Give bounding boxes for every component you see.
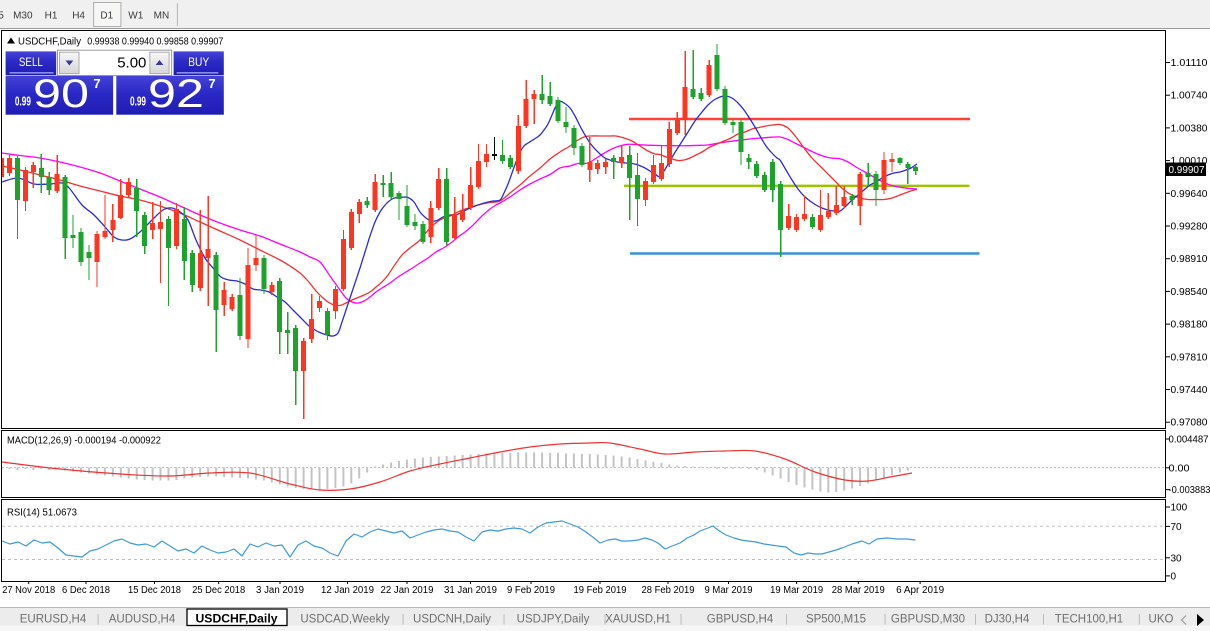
svg-text:0.99640: 0.99640 bbox=[1171, 189, 1208, 200]
svg-text:92: 92 bbox=[148, 72, 204, 116]
svg-text:0.97810: 0.97810 bbox=[1171, 352, 1208, 363]
svg-text:0.004487: 0.004487 bbox=[1169, 435, 1209, 446]
svg-text:BUY: BUY bbox=[188, 57, 209, 69]
svg-text:1.00010: 1.00010 bbox=[1171, 156, 1208, 167]
svg-text:MN: MN bbox=[154, 11, 170, 22]
svg-text:28 Mar 2019: 28 Mar 2019 bbox=[832, 585, 885, 596]
svg-text:90: 90 bbox=[33, 72, 89, 116]
svg-text:USDCNH,Daily: USDCNH,Daily bbox=[413, 613, 491, 625]
svg-text:3 Jan 2019: 3 Jan 2019 bbox=[256, 585, 304, 596]
svg-text:0.98540: 0.98540 bbox=[1171, 287, 1208, 298]
svg-text:0.99938 0.99940 0.99858 0.9990: 0.99938 0.99940 0.99858 0.99907 bbox=[87, 37, 223, 48]
svg-text:7: 7 bbox=[93, 76, 100, 91]
svg-text:15 Dec 2018: 15 Dec 2018 bbox=[128, 585, 181, 596]
svg-text:100: 100 bbox=[1171, 503, 1188, 514]
svg-text:|: | bbox=[1042, 613, 1045, 625]
svg-text:0.00: 0.00 bbox=[1169, 463, 1190, 474]
svg-text:RSI(14) 51.0673: RSI(14) 51.0673 bbox=[7, 508, 77, 519]
svg-text:22 Jan 2019: 22 Jan 2019 bbox=[381, 585, 434, 596]
svg-text:USDCAD,Weekly: USDCAD,Weekly bbox=[300, 613, 389, 625]
svg-text:1.00380: 1.00380 bbox=[1171, 123, 1208, 134]
svg-text:GBPUSD,H4: GBPUSD,H4 bbox=[707, 613, 774, 625]
svg-text:USDJPY,Daily: USDJPY,Daily bbox=[517, 613, 590, 625]
svg-text:0.98180: 0.98180 bbox=[1171, 320, 1208, 331]
svg-text:0.99280: 0.99280 bbox=[1171, 222, 1208, 233]
svg-text:1.00740: 1.00740 bbox=[1171, 91, 1208, 102]
svg-text:1.01110: 1.01110 bbox=[1171, 58, 1208, 69]
svg-text:9 Mar 2019: 9 Mar 2019 bbox=[705, 585, 753, 596]
svg-text:SP500,M15: SP500,M15 bbox=[806, 613, 866, 625]
svg-text:31 Jan 2019: 31 Jan 2019 bbox=[444, 585, 497, 596]
svg-text:GBPUSD,M30: GBPUSD,M30 bbox=[891, 613, 965, 625]
svg-text:XAUUSD,H1: XAUUSD,H1 bbox=[605, 613, 671, 625]
svg-text:UKO: UKO bbox=[1149, 613, 1174, 625]
svg-text:0: 0 bbox=[1171, 571, 1177, 582]
svg-text:|: | bbox=[1138, 613, 1141, 625]
svg-text:5.00: 5.00 bbox=[117, 55, 146, 72]
svg-text:9 Feb 2019: 9 Feb 2019 bbox=[507, 585, 555, 596]
svg-text:DJ30,H4: DJ30,H4 bbox=[985, 613, 1030, 625]
svg-text:27 Nov 2018: 27 Nov 2018 bbox=[2, 585, 55, 596]
svg-text:0.99: 0.99 bbox=[15, 94, 31, 109]
svg-text:TECH100,H1: TECH100,H1 bbox=[1055, 613, 1123, 625]
svg-text:28 Feb 2019: 28 Feb 2019 bbox=[642, 585, 695, 596]
svg-text:0.97080: 0.97080 bbox=[1171, 418, 1208, 429]
svg-text:6 Dec 2018: 6 Dec 2018 bbox=[62, 585, 110, 596]
svg-text:0.98910: 0.98910 bbox=[1171, 254, 1208, 265]
svg-text:0.99: 0.99 bbox=[130, 94, 146, 109]
svg-text:|: | bbox=[974, 613, 977, 625]
svg-text:25 Dec 2018: 25 Dec 2018 bbox=[192, 585, 245, 596]
svg-text:19 Mar 2019: 19 Mar 2019 bbox=[770, 585, 823, 596]
svg-text:12 Jan 2019: 12 Jan 2019 bbox=[321, 585, 374, 596]
svg-text:6 Apr 2019: 6 Apr 2019 bbox=[896, 585, 944, 596]
svg-text:MACD(12,26,9) -0.000194 -0.000: MACD(12,26,9) -0.000194 -0.000922 bbox=[7, 436, 161, 447]
svg-text:|: | bbox=[402, 613, 405, 625]
svg-text:5: 5 bbox=[0, 11, 4, 22]
svg-text:30: 30 bbox=[1171, 553, 1183, 564]
svg-text:|: | bbox=[503, 613, 506, 625]
svg-text:-0.003883: -0.003883 bbox=[1169, 485, 1210, 496]
svg-text:D1: D1 bbox=[100, 11, 113, 22]
svg-text:|: | bbox=[97, 613, 100, 625]
svg-text:H1: H1 bbox=[45, 11, 58, 22]
svg-text:H4: H4 bbox=[72, 11, 85, 22]
svg-text:M30: M30 bbox=[13, 11, 33, 22]
svg-text:0.97440: 0.97440 bbox=[1171, 385, 1208, 396]
svg-text:|: | bbox=[785, 613, 788, 625]
svg-text:W1: W1 bbox=[128, 11, 143, 22]
svg-text:70: 70 bbox=[1171, 522, 1183, 533]
svg-text:|: | bbox=[680, 613, 683, 625]
svg-text:|: | bbox=[604, 613, 607, 625]
svg-text:USDCHF,Daily: USDCHF,Daily bbox=[196, 613, 279, 625]
svg-text:AUDUSD,H4: AUDUSD,H4 bbox=[109, 613, 176, 625]
svg-text:EURUSD,H4: EURUSD,H4 bbox=[20, 613, 87, 625]
svg-text:|: | bbox=[884, 613, 887, 625]
svg-text:19 Feb 2019: 19 Feb 2019 bbox=[574, 585, 627, 596]
svg-text:7: 7 bbox=[208, 76, 215, 91]
svg-text:SELL: SELL bbox=[19, 57, 44, 69]
svg-text:USDCHF,Daily: USDCHF,Daily bbox=[18, 37, 81, 48]
svg-text:0.99907: 0.99907 bbox=[1169, 165, 1205, 176]
